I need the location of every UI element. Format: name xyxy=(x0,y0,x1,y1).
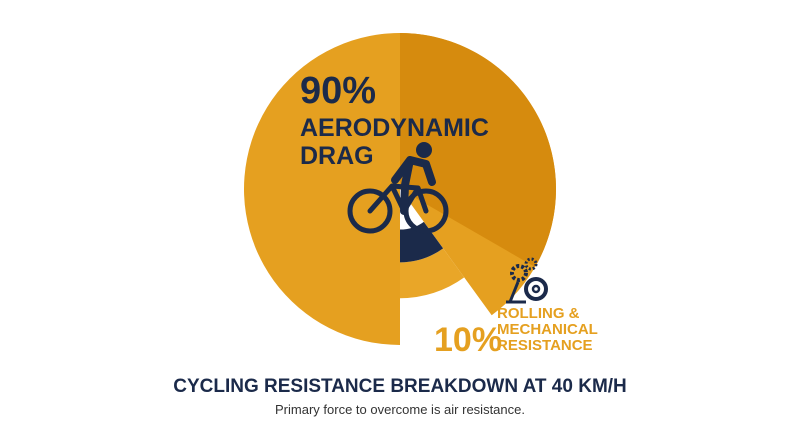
chart-title: CYCLING RESISTANCE BREAKDOWN AT 40 KM/H xyxy=(173,376,627,397)
cyclist-icon xyxy=(347,156,449,234)
hub xyxy=(531,284,541,294)
gear xyxy=(510,264,528,282)
chart-subtitle: Primary force to overcome is air resista… xyxy=(275,402,525,417)
road xyxy=(506,281,526,304)
value-label: 10% xyxy=(434,321,503,359)
pie-shade xyxy=(400,33,556,267)
tire xyxy=(524,277,548,301)
gear xyxy=(524,257,538,271)
value-label: 90% xyxy=(300,70,377,112)
mechanical-icon xyxy=(506,257,548,304)
category-label: AERODYNAMIC DRAG xyxy=(300,114,489,170)
pie-slice xyxy=(400,221,444,263)
category-label: ROLLING & MECHANICAL RESISTANCE xyxy=(497,305,598,354)
body xyxy=(391,156,436,215)
pie-ring xyxy=(400,248,465,299)
wheel xyxy=(347,188,393,234)
head xyxy=(416,142,432,158)
